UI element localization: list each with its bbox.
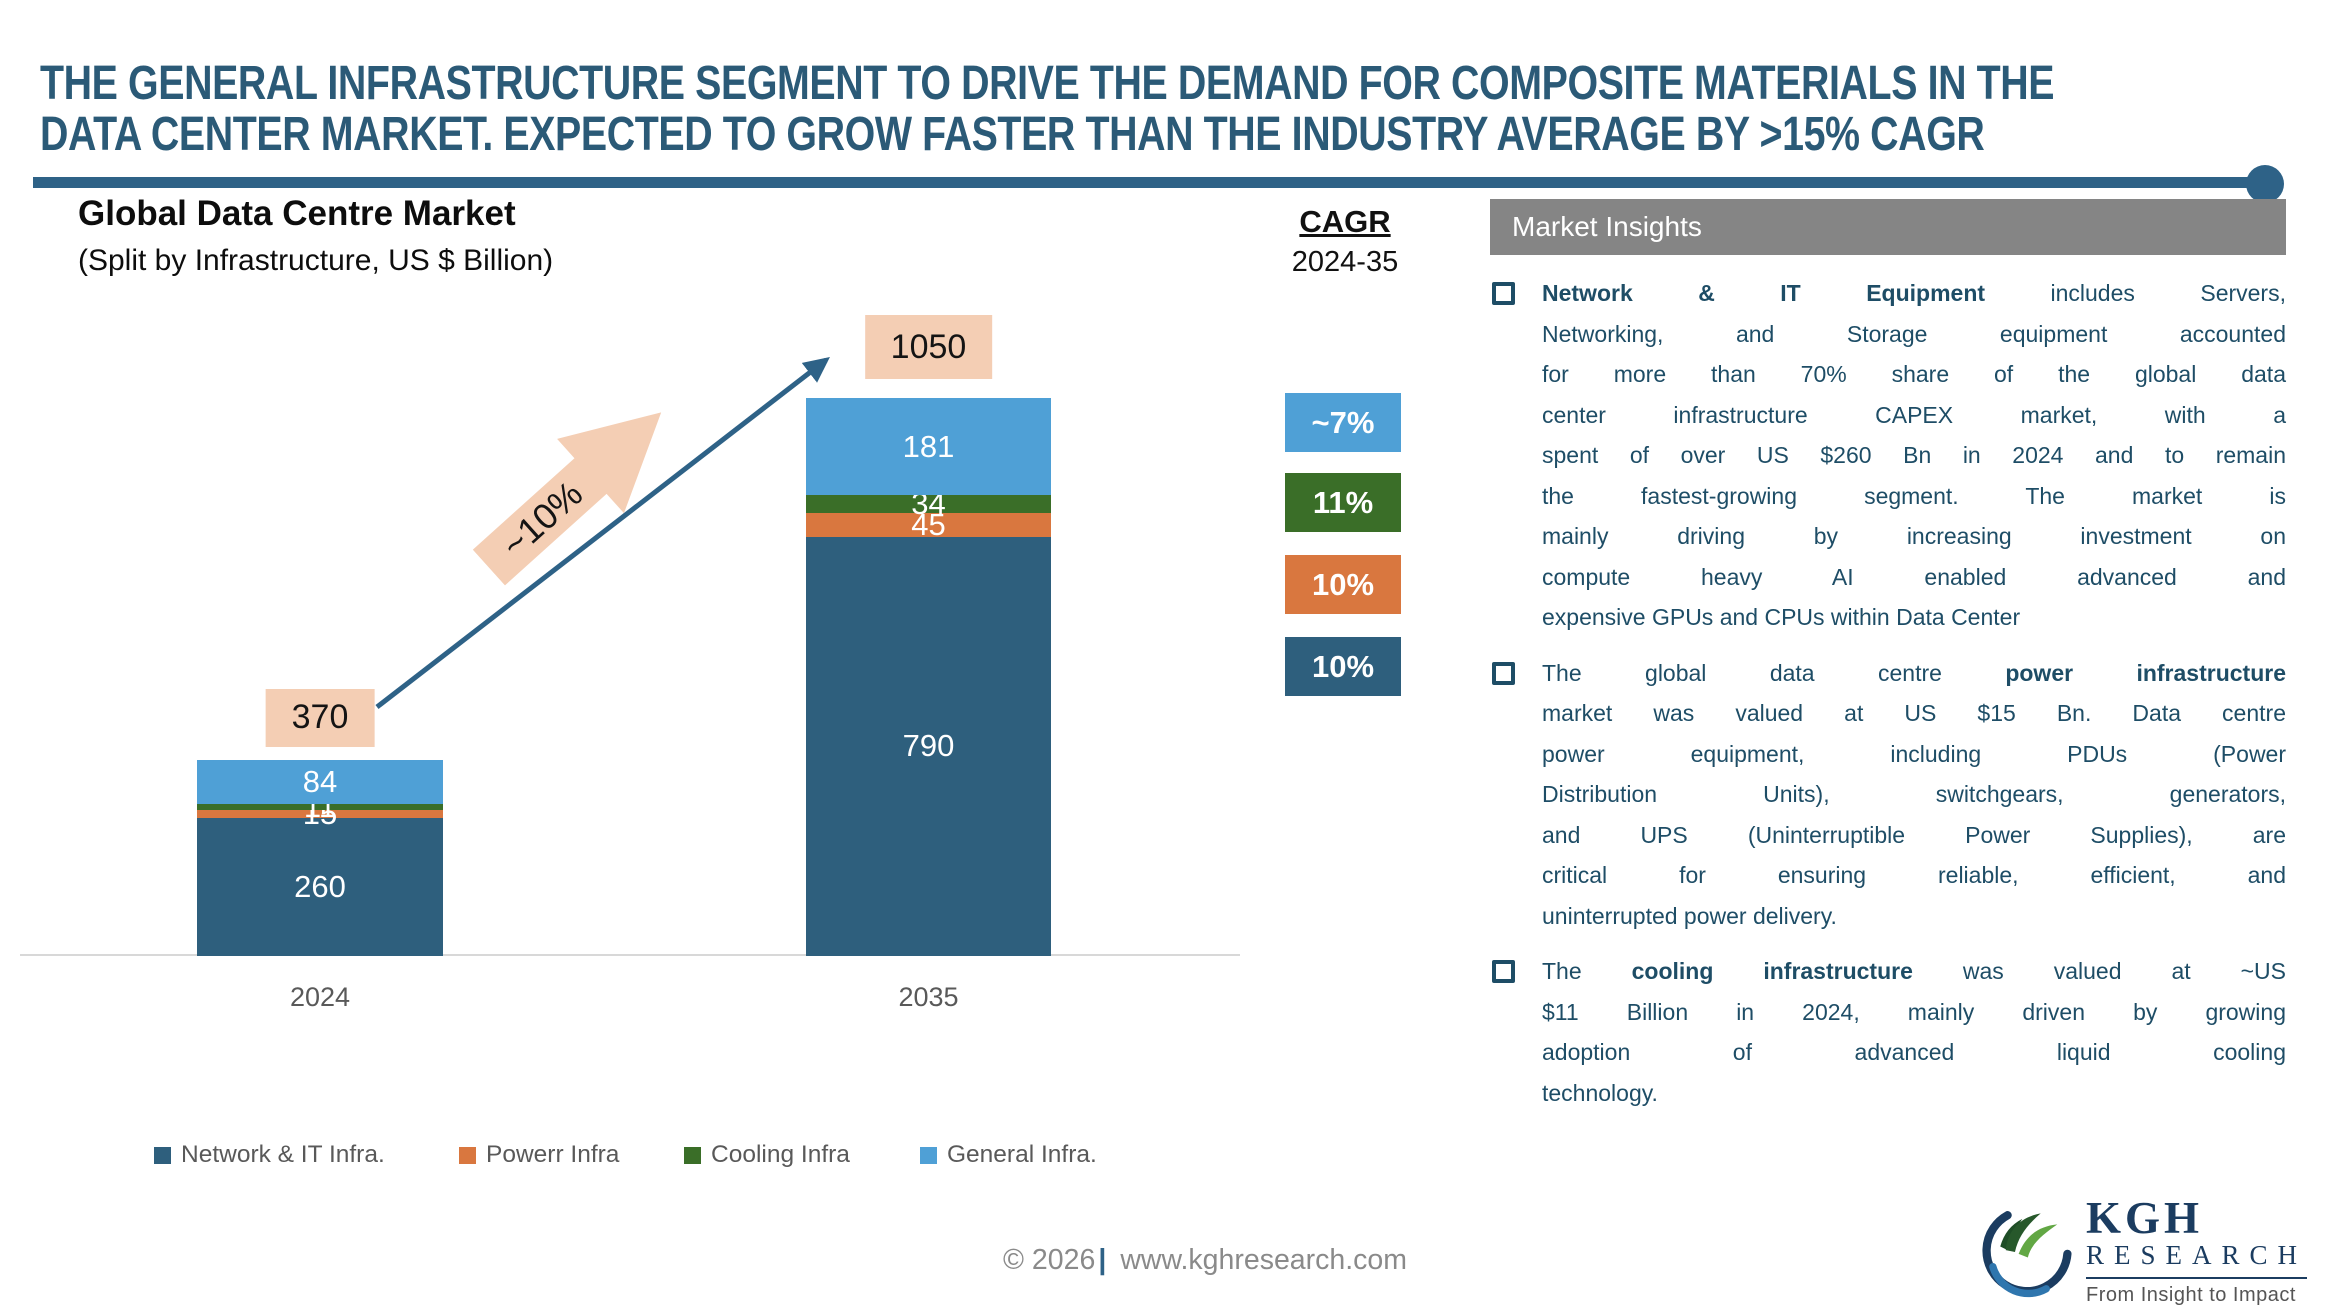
insight-line: mainly driving by increasing investment … bbox=[1542, 523, 2286, 549]
bar-segment-2035-general-infra bbox=[806, 398, 1051, 495]
footer-copyright: © 2026 bbox=[1003, 1244, 1096, 1276]
footer-url: www.kghresearch.com bbox=[1120, 1244, 1407, 1276]
bar-value-label-2024-network-it-infra: 260 bbox=[294, 868, 346, 904]
logo-tagline: From Insight to Impact bbox=[2086, 1284, 2296, 1306]
insight-line: center infrastructure CAPEX market, with… bbox=[1542, 401, 2286, 428]
logo-name: KGH bbox=[2086, 1193, 2204, 1243]
cagr-box-0: ~7% bbox=[1285, 393, 1401, 452]
kgh-logo-globe-icon bbox=[1982, 1210, 2072, 1297]
footer-separator: | bbox=[1098, 1244, 1107, 1276]
bar-segment-2024-cooling-infra bbox=[197, 804, 443, 810]
market-insights-panel: Market Insights Network & IT Equipment i… bbox=[1490, 199, 2286, 1128]
square-bullet-icon bbox=[1492, 661, 1515, 685]
insight-line: adoption of advanced liquid cooling bbox=[1542, 1039, 2286, 1065]
insight-line: for more than 70% share of the global da… bbox=[1542, 361, 2286, 387]
bar-segment-2035-powerr-infra bbox=[806, 512, 1051, 537]
cagr-box-1: 11% bbox=[1285, 473, 1401, 532]
bar-value-label-2035-network-it-infra: 790 bbox=[902, 728, 955, 764]
insight-line: and UPS (Uninterruptible Power Supplies)… bbox=[1542, 821, 2286, 848]
legend-swatch-icon bbox=[920, 1146, 937, 1164]
insight-line: critical for ensuring reliable, efficien… bbox=[1542, 862, 2286, 888]
x-axis-label-2035: 2035 bbox=[898, 982, 959, 1012]
cagr-box-2: 10% bbox=[1285, 555, 1401, 614]
insight-line: the fastest-growing segment. The market … bbox=[1542, 482, 2286, 509]
cagr-heading: CAGR bbox=[1299, 204, 1391, 239]
slide-title-line-2: DATA CENTER MARKET. EXPECTED TO GROW FAS… bbox=[40, 108, 1985, 161]
legend-label: Cooling Infra bbox=[711, 1141, 850, 1168]
cagr-box-3: 10% bbox=[1285, 637, 1401, 696]
legend-label: Powerr Infra bbox=[486, 1141, 620, 1168]
insight-line: expensive GPUs and CPUs within Data Cent… bbox=[1542, 604, 2021, 630]
insight-line: technology. bbox=[1542, 1079, 1658, 1106]
legend-swatch-icon bbox=[154, 1146, 171, 1164]
bar-segment-2035-cooling-infra bbox=[806, 494, 1051, 513]
insight-item-0: Network & IT Equipment includes Servers,… bbox=[1490, 273, 2286, 638]
chart-subtitle: (Split by Infrastructure, US $ Billion) bbox=[78, 244, 554, 277]
kgh-logo: KGH RESEARCH From Insight to Impact bbox=[1980, 1193, 2308, 1307]
insight-line: compute heavy AI enabled advanced and bbox=[1542, 563, 2286, 590]
bar-segment-2024-powerr-infra bbox=[197, 809, 443, 818]
legend-item-general-infra: General Infra. bbox=[920, 1141, 1097, 1169]
title-divider-line bbox=[33, 177, 2249, 188]
legend-item-powerr-infra: Powerr Infra bbox=[459, 1141, 619, 1169]
legend-label: Network & IT Infra. bbox=[181, 1141, 385, 1168]
insight-line: The cooling infrastructure was valued at… bbox=[1542, 958, 2286, 984]
insight-line: spent of over US $260 Bn in 2024 and to … bbox=[1542, 442, 2286, 468]
bar-segment-2024-general-infra bbox=[197, 759, 443, 805]
bar-segment-2024-network-it-infra bbox=[197, 817, 443, 956]
total-label-2035: 1050 bbox=[864, 315, 993, 380]
insight-line: uninterrupted power delivery. bbox=[1542, 902, 1837, 929]
insight-line: Network & IT Equipment includes Servers, bbox=[1542, 280, 2286, 306]
slide-title-line-1: THE GENERAL INFRASTRUCTURE SEGMENT TO DR… bbox=[40, 57, 2055, 110]
x-axis-line bbox=[20, 954, 1240, 956]
insight-line: The global data centre power infrastruct… bbox=[1542, 659, 2286, 686]
legend-swatch-icon bbox=[684, 1146, 701, 1164]
chart-title: Global Data Centre Market bbox=[78, 194, 516, 233]
insight-line: Distribution Units), switchgears, genera… bbox=[1542, 781, 2286, 807]
footer: © 2026 | www.kghresearch.com bbox=[1003, 1244, 1407, 1277]
x-axis-label-2024: 2024 bbox=[289, 982, 351, 1012]
cagr-period: 2024-35 bbox=[1291, 246, 1399, 278]
insight-line: market was valued at US $15 Bn. Data cen… bbox=[1542, 700, 2286, 726]
insights-list: Network & IT Equipment includes Servers,… bbox=[1490, 273, 2286, 1113]
market-insights-heading: Market Insights bbox=[1490, 199, 2286, 255]
logo-subname: RESEARCH bbox=[2086, 1240, 2308, 1279]
bar-value-label-2024-general-infra: 84 bbox=[302, 763, 338, 799]
legend-item-cooling-infra: Cooling Infra bbox=[684, 1141, 850, 1169]
square-bullet-icon bbox=[1492, 282, 1515, 305]
cagr-header: CAGR 2024-35 bbox=[1270, 204, 1420, 279]
legend-item-network-it-infra: Network & IT Infra. bbox=[154, 1141, 385, 1169]
total-label-2024: 370 bbox=[265, 688, 375, 747]
bar-value-label-2035-general-infra: 181 bbox=[902, 428, 955, 464]
insight-item-2: The cooling infrastructure was valued at… bbox=[1490, 951, 2286, 1113]
insight-line: power equipment, including PDUs (Power bbox=[1542, 740, 2286, 767]
title-divider-dot bbox=[2246, 165, 2284, 203]
slide-title: THE GENERAL INFRASTRUCTURE SEGMENT TO DR… bbox=[40, 58, 2346, 160]
bar-segment-2035-network-it-infra bbox=[806, 536, 1051, 956]
insight-line: $11 Billion in 2024, mainly driven by gr… bbox=[1542, 998, 2286, 1025]
legend-swatch-icon bbox=[459, 1146, 476, 1164]
insight-line: Networking, and Storage equipment accoun… bbox=[1542, 320, 2286, 347]
legend-label: General Infra. bbox=[947, 1141, 1097, 1168]
square-bullet-icon bbox=[1492, 960, 1515, 983]
kgh-logo-text: KGH RESEARCH From Insight to Impact bbox=[2086, 1193, 2308, 1307]
insight-item-1: The global data centre power infrastruct… bbox=[1490, 653, 2286, 937]
